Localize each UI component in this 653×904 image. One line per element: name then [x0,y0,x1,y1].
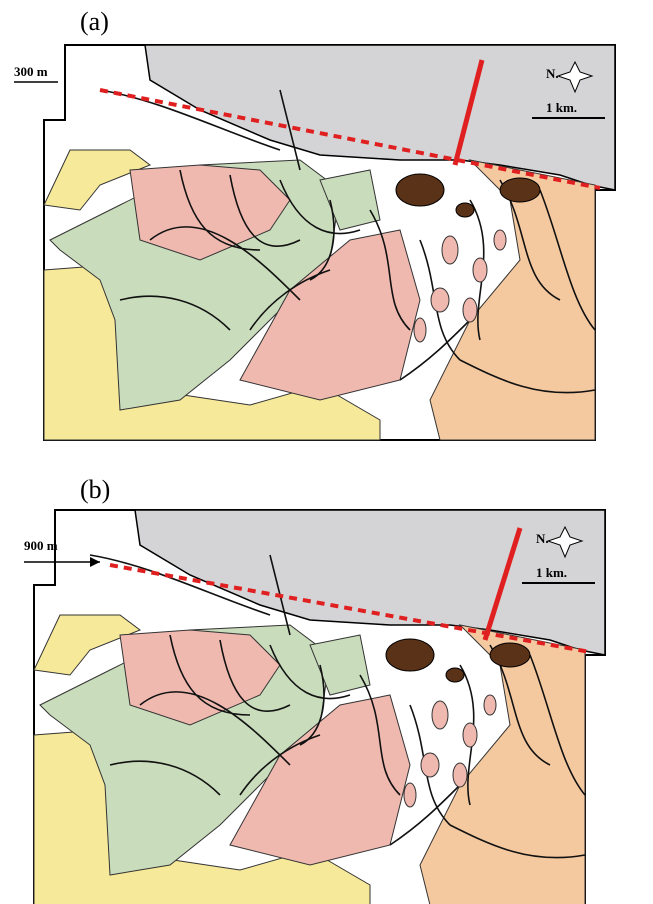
scale-label: 1 km. [536,565,567,580]
offset-label: 300 m [14,64,48,79]
panel-label: (b) [80,475,110,504]
north-label: N. [536,531,549,546]
offset-label: 900 m [24,538,58,553]
panel-a: (a) 300 m N. 1 km. [14,7,615,440]
scale-label: 1 km. [546,100,577,115]
panel-b: (b) 900 m N. 1 km. [24,475,605,904]
north-label: N. [546,66,559,81]
panel-label: (a) [80,7,109,36]
